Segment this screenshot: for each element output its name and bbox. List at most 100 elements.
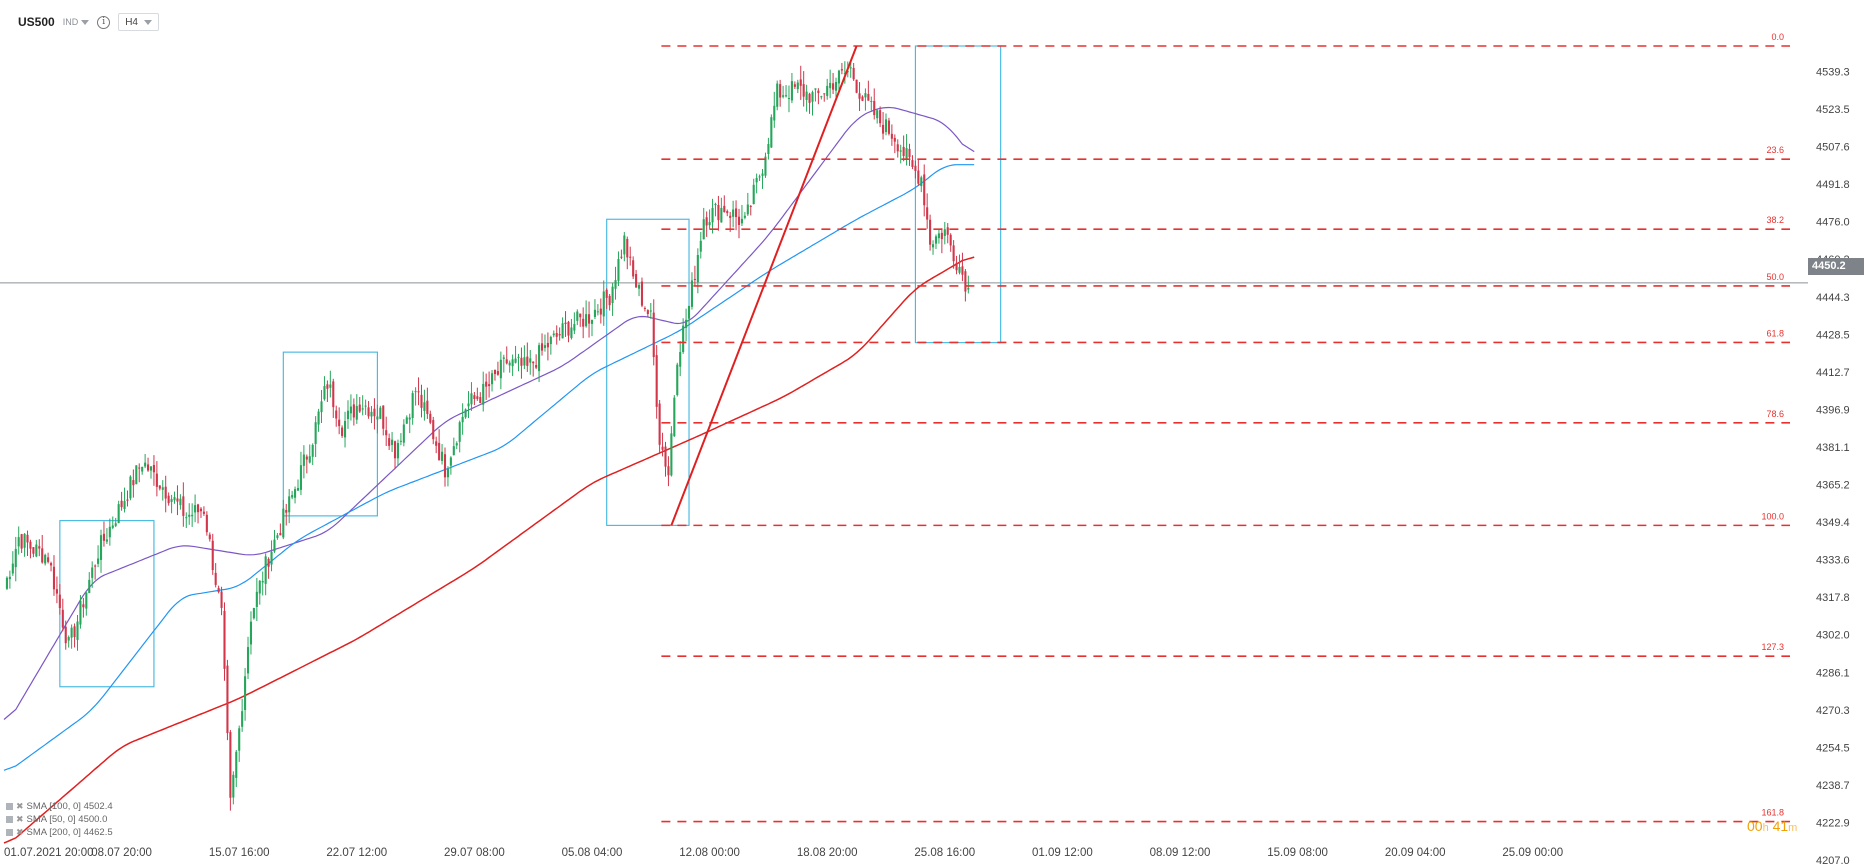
candle [196, 503, 200, 524]
candle [714, 202, 717, 217]
candle [117, 500, 120, 524]
candle-body [202, 511, 205, 514]
candle-body [714, 203, 717, 205]
candle-body [449, 457, 452, 466]
candle-timer: 00h 41m [1747, 818, 1797, 834]
legend-item-sma100[interactable]: ✖ SMA [100, 0] 4502.4 [6, 800, 113, 813]
candle-body [208, 534, 211, 540]
candle [746, 192, 749, 216]
candle-body [596, 311, 599, 313]
legend-item-sma200[interactable]: ✖ SMA [200, 0] 4462.5 [6, 826, 113, 839]
market-selector[interactable]: IND [63, 17, 90, 27]
candle [102, 521, 106, 547]
candle-body [879, 110, 882, 124]
candle-body [820, 96, 823, 98]
candle-body [352, 404, 355, 418]
candle [884, 113, 888, 136]
candle [455, 441, 458, 450]
candle-body [967, 288, 970, 290]
candle [426, 387, 429, 419]
candle-body [470, 393, 473, 405]
candle-body [44, 554, 47, 564]
candle-body [232, 774, 235, 798]
candle-body [391, 439, 394, 446]
candle-body [61, 609, 64, 628]
candle-body [346, 410, 350, 420]
y-tick-label: 4539.3 [1816, 66, 1850, 78]
candle-body [435, 441, 438, 446]
candle-body [923, 174, 926, 206]
candle [649, 302, 652, 319]
candle [637, 282, 641, 297]
candle-body [235, 751, 238, 778]
candle-body [843, 73, 846, 75]
candle-body [91, 567, 94, 578]
candle-body [205, 514, 208, 533]
candle-body [602, 291, 605, 317]
candle-body [737, 216, 741, 226]
legend-item-sma50[interactable]: ✖ SMA [50, 0] 4500.0 [6, 813, 113, 826]
symbol-label[interactable]: US500 [18, 15, 55, 29]
candle-body [258, 580, 261, 594]
candle-body [934, 236, 938, 244]
candle-body [743, 215, 746, 218]
candle [711, 198, 714, 234]
y-tick-label: 4523.5 [1816, 104, 1850, 116]
candle [923, 164, 926, 217]
candle-body [811, 92, 814, 102]
candle-body [214, 572, 217, 585]
candle [558, 327, 561, 341]
remove-icon[interactable]: ✖ [16, 814, 24, 824]
candle-body [834, 81, 838, 91]
candle [405, 415, 408, 425]
candle-body [302, 454, 305, 466]
candle [91, 561, 94, 588]
candle-body [182, 496, 185, 516]
candle [52, 555, 56, 596]
y-tick-label: 4270.3 [1816, 705, 1850, 717]
candle [391, 431, 394, 452]
candle-body [517, 356, 520, 358]
candle-body [884, 119, 888, 133]
candle [946, 223, 949, 244]
candle [388, 433, 391, 450]
candle-body [523, 357, 526, 366]
remove-icon[interactable]: ✖ [16, 827, 24, 837]
candle-body [147, 464, 150, 471]
candle-body [149, 466, 153, 471]
candle-body [438, 442, 441, 461]
candle [185, 512, 188, 528]
candle-body [226, 665, 229, 734]
candle [623, 232, 626, 262]
candle [811, 90, 814, 116]
candle-body [749, 205, 752, 207]
candle [441, 444, 444, 465]
candle-body [279, 532, 282, 536]
candle-body [646, 310, 649, 314]
candle-body [408, 417, 411, 420]
candle [349, 394, 352, 421]
candle [723, 195, 726, 213]
candle-body [629, 256, 632, 258]
candle-body [114, 523, 117, 526]
info-icon[interactable]: i [97, 15, 111, 29]
candle-body [155, 473, 158, 487]
remove-icon[interactable]: ✖ [16, 801, 24, 811]
candle [311, 443, 314, 466]
y-tick-label: 4317.8 [1816, 592, 1850, 604]
candle-body [199, 508, 203, 512]
candle-body [441, 451, 444, 461]
candle [291, 490, 294, 500]
candle [782, 85, 785, 99]
candle-body [864, 93, 867, 98]
timeframe-selector[interactable]: H4 [118, 13, 159, 31]
candle [632, 256, 635, 280]
candle-body [343, 420, 347, 438]
candle-body [499, 359, 502, 379]
candle-body [902, 146, 905, 157]
candle [305, 454, 308, 474]
candle-body [238, 728, 241, 751]
candle [94, 564, 97, 580]
candle [720, 197, 723, 223]
